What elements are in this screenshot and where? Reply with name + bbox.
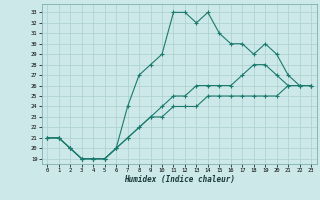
- X-axis label: Humidex (Indice chaleur): Humidex (Indice chaleur): [124, 175, 235, 184]
